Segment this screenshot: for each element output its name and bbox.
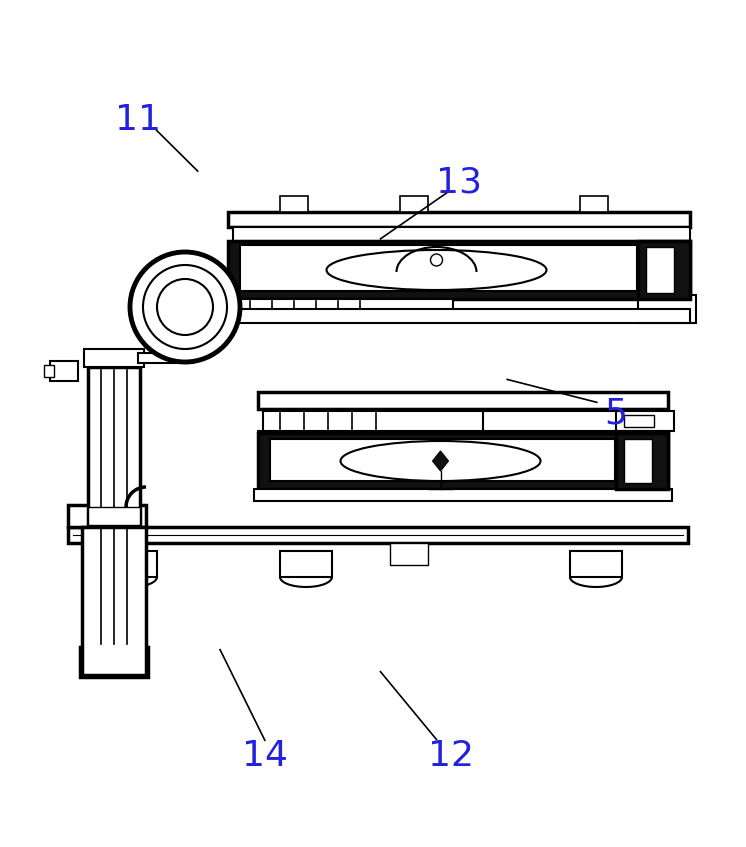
Bar	[570, 551, 622, 577]
Bar	[88, 367, 140, 647]
Circle shape	[157, 279, 213, 335]
Ellipse shape	[340, 441, 541, 481]
Bar	[258, 392, 668, 409]
Bar	[44, 365, 54, 377]
Bar	[270, 439, 615, 481]
Bar	[624, 439, 652, 483]
Bar	[580, 196, 608, 212]
Bar	[263, 409, 668, 411]
Bar	[400, 196, 428, 212]
Text: 5: 5	[604, 396, 627, 430]
Bar	[624, 415, 654, 427]
Bar	[258, 433, 668, 489]
Bar	[280, 196, 308, 212]
Text: 11: 11	[115, 103, 161, 137]
Bar	[80, 647, 148, 677]
Bar	[84, 349, 144, 367]
Bar	[263, 411, 483, 431]
Bar	[105, 551, 157, 577]
Bar	[240, 245, 637, 291]
Polygon shape	[433, 451, 448, 471]
Bar	[390, 543, 428, 565]
Bar	[88, 507, 140, 525]
Circle shape	[143, 265, 227, 349]
Bar	[224, 309, 690, 323]
Bar	[280, 551, 332, 577]
Bar	[82, 527, 146, 675]
Bar	[138, 353, 193, 363]
Bar	[233, 299, 453, 311]
Text: 13: 13	[436, 165, 482, 199]
Text: 12: 12	[428, 739, 474, 772]
Bar	[228, 241, 690, 299]
Bar	[638, 241, 690, 299]
Bar	[233, 227, 690, 241]
Bar	[228, 212, 690, 227]
Ellipse shape	[327, 250, 547, 290]
Circle shape	[430, 254, 442, 266]
Text: 14: 14	[242, 739, 288, 772]
Bar	[258, 431, 668, 433]
Circle shape	[130, 252, 240, 362]
Bar	[50, 361, 78, 381]
Bar	[82, 647, 146, 675]
Bar	[68, 505, 146, 527]
Bar	[638, 295, 696, 323]
Bar	[616, 411, 674, 431]
Bar	[646, 247, 674, 293]
Bar	[68, 527, 688, 543]
Bar	[616, 433, 668, 489]
Bar	[254, 489, 672, 501]
